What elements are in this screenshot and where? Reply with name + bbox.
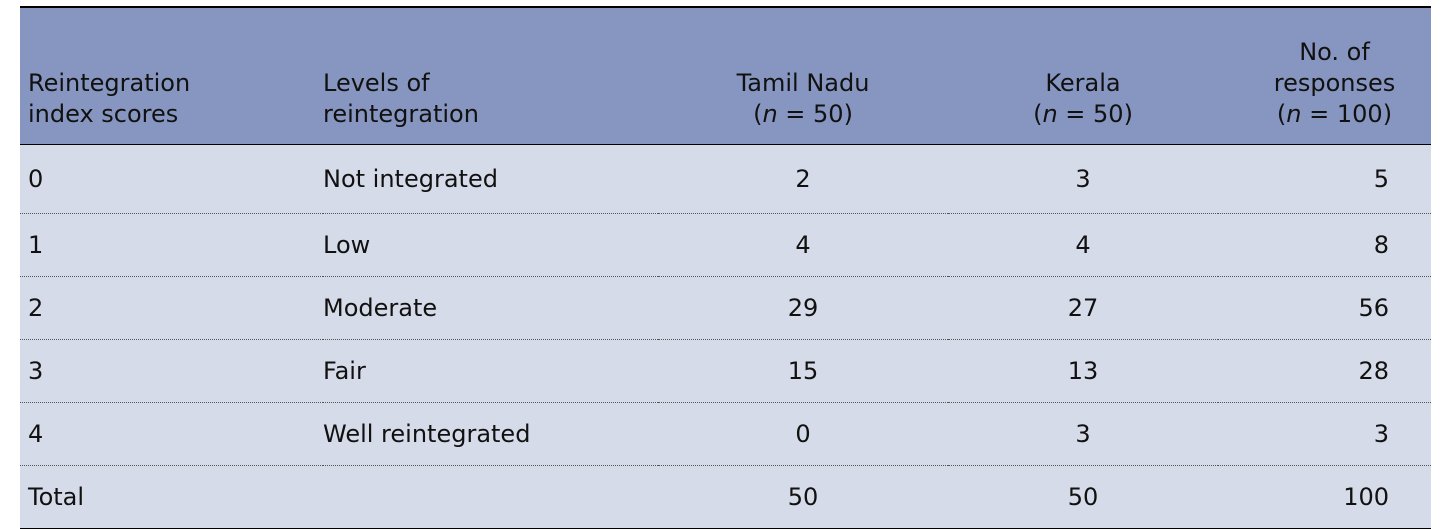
table-cell: 8 [1373, 230, 1389, 259]
header-line: Levels of [323, 68, 430, 97]
table-cell: 56 [1358, 293, 1389, 322]
table-cell: 15 [787, 356, 819, 385]
table-cell: Fair [323, 356, 366, 385]
table-cell: 0 [28, 164, 44, 193]
data-table: Reintegration index scores Levels of reinte… [20, 6, 1431, 529]
table-cell: 27 [1067, 293, 1099, 322]
sample-symbol: n [1042, 99, 1058, 128]
header-cell: Tamil Nadu (n = 50) [658, 7, 948, 144]
header-cell: Kerala (n = 50) [948, 7, 1218, 144]
header-cell: No. of responses (n = 100) [1218, 7, 1431, 144]
header-line: responses [1273, 68, 1396, 97]
table-cell: 3 [1373, 419, 1389, 448]
table-cell: 50 [787, 482, 819, 511]
table-cell: 50 [1067, 482, 1099, 511]
table-row: 3 Fair 15 13 28 [20, 339, 1431, 402]
table-cell: 4 [795, 230, 811, 259]
total-row: Total 50 50 100 [20, 465, 1431, 528]
table-cell: 2 [795, 164, 811, 193]
sample-open: ( [1033, 99, 1043, 128]
sample-rest: = 50) [777, 99, 853, 128]
header-line: reintegration [323, 99, 479, 128]
sample-open: ( [1276, 99, 1287, 128]
table-cell: Total [28, 482, 85, 511]
table-head: Reintegration index scores Levels of reinte… [20, 7, 1431, 144]
table-cell: 4 [1075, 230, 1091, 259]
table-cell [323, 465, 658, 528]
header-cell: Reintegration index scores [20, 7, 323, 144]
table-cell: 29 [787, 293, 819, 322]
sample-rest: = 100) [1301, 99, 1393, 128]
table-row: 1 Low 4 4 8 [20, 213, 1431, 276]
table-body: 0 Not integrated 2 3 5 1 Low 4 4 8 2 Moderate 29 27 56… [20, 144, 1431, 528]
header-sample: (n = 100) [1238, 99, 1431, 130]
table-row: 0 Not integrated 2 3 5 [20, 144, 1431, 213]
table-row: 4 Well reintegrated 0 3 3 [20, 402, 1431, 465]
header-line: index scores [28, 99, 179, 128]
table-cell: Well reintegrated [323, 419, 531, 448]
table-cell: 28 [1358, 356, 1389, 385]
table-cell: 3 [1075, 164, 1091, 193]
table-cell: 2 [28, 293, 44, 322]
table-cell: 4 [28, 419, 44, 448]
header-line: Kerala [1045, 68, 1121, 97]
table-row: 2 Moderate 29 27 56 [20, 276, 1431, 339]
table-cell: 3 [28, 356, 44, 385]
table-cell: Low [323, 230, 371, 259]
table-cell: Moderate [323, 293, 438, 322]
sample-open: ( [753, 99, 763, 128]
header-sample: (n = 50) [948, 99, 1218, 130]
header-cell: Levels of reintegration [323, 7, 658, 144]
header-row: Reintegration index scores Levels of reinte… [20, 7, 1431, 144]
sample-rest: = 50) [1057, 99, 1133, 128]
sample-symbol: n [1286, 99, 1302, 128]
header-line: Reintegration [28, 68, 191, 97]
table-cell: 0 [795, 419, 811, 448]
header-line: Tamil Nadu [736, 68, 870, 97]
header-line: No. of [1299, 37, 1370, 66]
table-cell: 100 [1343, 482, 1389, 511]
sample-symbol: n [762, 99, 778, 128]
table-cell: 3 [1075, 419, 1091, 448]
table-cell: Not integrated [323, 164, 498, 193]
table-cell: 13 [1067, 356, 1099, 385]
table-cell: 5 [1373, 164, 1389, 193]
header-sample: (n = 50) [658, 99, 948, 130]
table-cell: 1 [28, 230, 44, 259]
